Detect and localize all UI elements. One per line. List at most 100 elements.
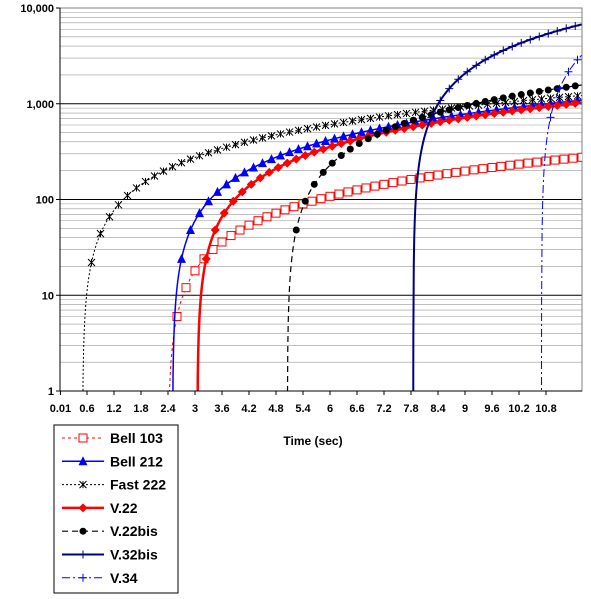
data-point: [294, 126, 303, 135]
data-point: [273, 162, 283, 172]
data-point: [186, 155, 195, 163]
data-point: [339, 118, 348, 127]
data-point: [244, 220, 254, 230]
data-point: [489, 108, 499, 118]
data-point: [406, 174, 416, 184]
data-point: [79, 480, 87, 489]
data-point: [534, 103, 544, 113]
data-point: [330, 133, 339, 143]
data-point: [361, 183, 371, 193]
data-point: [481, 55, 490, 64]
data-point: [519, 96, 528, 105]
data-point: [181, 283, 191, 293]
data-point: [517, 91, 525, 99]
data-point: [222, 179, 231, 189]
data-point: [375, 113, 384, 121]
data-point: [564, 67, 573, 76]
data-point: [79, 550, 87, 559]
data-point: [445, 84, 454, 93]
data-point: [339, 131, 348, 141]
data-point: [499, 94, 507, 102]
data-point: [357, 115, 366, 124]
legend-label: Bell 212: [110, 453, 163, 469]
x-tick-label: 8.4: [430, 403, 446, 415]
data-point: [535, 32, 544, 41]
data-point: [150, 172, 159, 180]
data-point: [303, 124, 312, 133]
data-point: [285, 128, 294, 136]
x-tick-label: 6.6: [349, 403, 364, 415]
series-line: [169, 156, 582, 391]
data-point: [559, 154, 569, 164]
data-point: [460, 166, 470, 176]
data-point: [105, 212, 114, 221]
data-point: [384, 111, 393, 120]
series-v-32bis: [412, 22, 582, 391]
data-point: [382, 126, 390, 134]
series-v-22: [196, 98, 582, 391]
y-tick-label: 10,000: [20, 3, 54, 15]
x-tick-label: 9.6: [484, 403, 499, 415]
data-point: [141, 177, 150, 186]
data-point: [514, 159, 524, 169]
data-point: [564, 92, 573, 101]
data-point: [355, 140, 363, 148]
data-point: [204, 148, 213, 157]
data-point: [552, 100, 562, 110]
data-point: [507, 106, 517, 116]
legend-item: V.22: [62, 500, 138, 516]
data-point: [291, 154, 301, 164]
legend-item: V.34: [62, 570, 138, 586]
series-bell-103: [169, 152, 582, 391]
legend-label: V.32bis: [110, 547, 158, 563]
data-point: [262, 212, 272, 222]
data-point: [544, 86, 552, 94]
data-point: [292, 226, 300, 234]
data-point: [195, 151, 204, 160]
legend-label: V.34: [110, 570, 138, 586]
data-point: [172, 311, 182, 321]
data-point: [366, 114, 375, 123]
data-point: [301, 197, 309, 205]
data-point: [444, 115, 454, 125]
data-point: [132, 184, 141, 192]
x-axis-title: Time (sec): [283, 434, 342, 448]
data-point: [267, 132, 276, 140]
data-point: [328, 159, 336, 167]
data-point: [325, 191, 335, 201]
data-point: [226, 231, 236, 241]
data-point: [550, 155, 560, 165]
x-tick-label: 0.01: [50, 403, 71, 415]
x-tick-label: 5.4: [295, 403, 311, 415]
data-point: [490, 96, 498, 104]
data-point: [336, 139, 346, 149]
data-point: [78, 433, 88, 443]
data-point: [568, 153, 578, 163]
data-point: [418, 113, 426, 121]
data-point: [87, 258, 96, 267]
data-point: [334, 189, 344, 199]
data-point: [348, 129, 357, 139]
data-point: [471, 111, 481, 121]
series-line: [172, 99, 582, 391]
data-point: [400, 119, 408, 127]
data-point: [532, 157, 542, 167]
axes: 1 10 100 1,000 10,000 0.01 0.6 1.2 1.8 2.4 3 3.6 4.2…: [20, 3, 582, 415]
y-tick-label: 1,000: [26, 99, 54, 111]
data-point: [159, 167, 168, 175]
data-point: [528, 95, 537, 104]
data-point: [571, 22, 580, 31]
data-point: [240, 167, 249, 177]
data-point: [523, 158, 533, 168]
data-point: [276, 150, 285, 160]
data-point: [462, 112, 472, 122]
series-line: [82, 94, 582, 391]
series-v-34: [541, 54, 582, 391]
data-point: [379, 179, 389, 189]
data-point: [219, 208, 229, 218]
x-tick-label: 10.8: [535, 403, 556, 415]
data-point: [420, 107, 429, 116]
data-point: [312, 138, 321, 148]
data-point: [348, 117, 357, 125]
data-point: [258, 134, 267, 142]
